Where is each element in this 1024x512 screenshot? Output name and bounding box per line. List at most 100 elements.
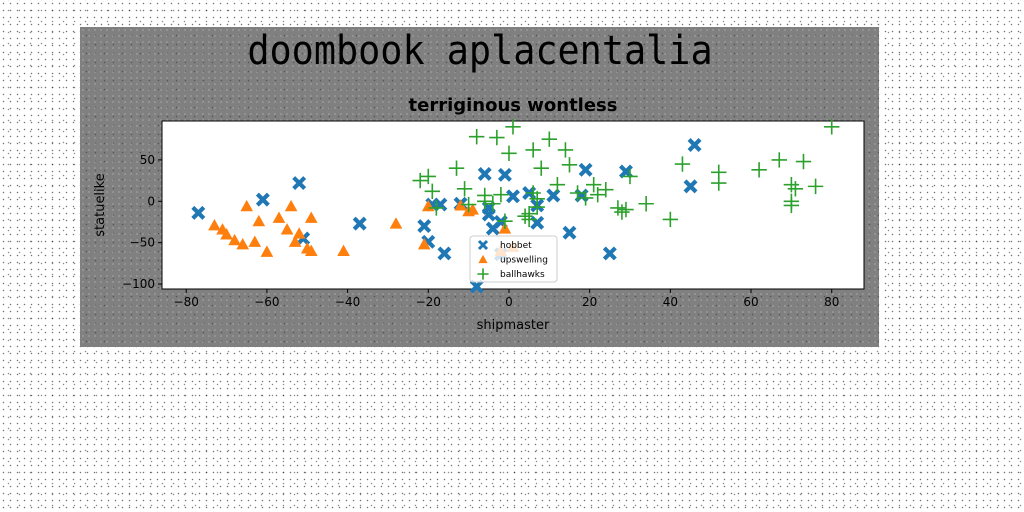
ballhawks-point [525, 142, 541, 158]
ballhawks-point [711, 175, 727, 191]
hobbet-point [578, 162, 593, 177]
legend-label-hobbet: hobbet [500, 241, 532, 251]
ballhawks-point [622, 168, 638, 185]
ballhawks-point [501, 145, 517, 161]
x-tick-label: −20 [416, 295, 441, 309]
ballhawks-point [577, 190, 594, 206]
upswelling-point [466, 203, 479, 215]
upswelling-point [288, 235, 302, 247]
upswelling-point [228, 233, 241, 246]
upswelling-point [454, 199, 467, 211]
upswelling-point [304, 211, 318, 223]
legend-label-upswelling: upswelling [500, 256, 548, 266]
hobbet-point [562, 225, 577, 240]
ballhawks-point [618, 201, 634, 218]
upswelling-point [292, 227, 306, 239]
legend-label-ballhawks: ballhawks [500, 270, 545, 280]
upswelling-point [236, 237, 250, 250]
hobbet-point [437, 246, 452, 261]
legend-marker-hobbet [477, 239, 489, 251]
ballhawks-point [771, 152, 787, 168]
x-tick-label: −60 [254, 295, 279, 309]
hobbet-point [292, 176, 307, 191]
x-tick-label: 20 [582, 295, 597, 309]
series-ballhawks [412, 119, 840, 229]
ballhawks-point [638, 196, 654, 212]
legend-marker-ballhawks [477, 268, 489, 280]
x-tick-label: 0 [505, 295, 513, 309]
ballhawks-point [614, 204, 630, 220]
ballhawks-point [428, 200, 445, 216]
ballhawks-point [460, 196, 477, 213]
upswelling-point [284, 199, 298, 212]
x-axis-title: shipmaster [477, 318, 550, 333]
ballhawks-point [448, 160, 465, 176]
ballhawks-point [783, 197, 800, 214]
y-tick-label: −50 [130, 236, 155, 250]
hobbet-point [477, 167, 492, 181]
legend-marker-upswelling [478, 254, 488, 264]
data-points [191, 119, 840, 294]
ballhawks-point [485, 196, 501, 212]
x-tick-label: 60 [743, 295, 758, 309]
ballhawks-point [420, 168, 436, 185]
upswelling-point [304, 244, 318, 256]
upswelling-point [337, 244, 350, 256]
upswelling-point [280, 223, 294, 235]
ballhawks-point [497, 213, 513, 229]
upswelling-point [240, 199, 254, 212]
hobbet-point [683, 179, 698, 194]
upswelling-point [389, 217, 403, 229]
hobbet-point [602, 246, 617, 261]
ballhawks-point [610, 200, 626, 216]
ballhawks-point [505, 119, 521, 135]
x-tick-label: −40 [335, 295, 360, 309]
hobbet-point [352, 216, 367, 231]
axis-ticks: −80 −60 −40 −20 0 20 40 60 80 −100 −50 0 50 [122, 153, 839, 309]
x-tick-label: 80 [824, 295, 839, 309]
ballhawks-point [489, 129, 505, 146]
ballhawks-point [585, 177, 602, 193]
ballhawks-point [549, 177, 566, 193]
ballhawks-point [795, 153, 812, 170]
ballhawks-point [412, 172, 428, 189]
ballhawks-point [477, 193, 493, 209]
ballhawks-point [598, 181, 614, 198]
upswelling-point [252, 214, 266, 227]
upswelling-point [272, 211, 286, 223]
hobbet-point [506, 189, 520, 204]
ballhawks-point [807, 178, 824, 195]
y-tick-label: 50 [140, 153, 155, 167]
legend-box [469, 235, 558, 283]
x-tick-label: −80 [174, 295, 199, 309]
upswelling-point [260, 245, 274, 257]
hobbet-point [191, 205, 206, 220]
upswelling-point [417, 237, 431, 250]
upswelling-point [248, 235, 262, 247]
ballhawks-point [424, 183, 441, 200]
figure-suptitle: doombook aplacentalia [247, 28, 713, 74]
legend: hobbet upswelling ballhawks [469, 235, 558, 283]
ballhawks-point [824, 119, 840, 135]
ballhawks-point [783, 177, 800, 193]
y-tick-label: −100 [122, 277, 155, 291]
y-tick-label: 0 [147, 194, 155, 208]
ballhawks-point [561, 157, 578, 173]
ballhawks-point [517, 208, 533, 224]
hobbet-point [687, 138, 702, 152]
hobbet-point [417, 219, 432, 234]
ballhawks-point [590, 186, 606, 203]
ballhawks-point [521, 211, 537, 228]
ballhawks-point [557, 142, 574, 158]
x-tick-label: 40 [663, 295, 678, 309]
ballhawks-point [529, 199, 545, 215]
ballhawks-point [468, 129, 485, 145]
hobbet-point [497, 167, 512, 182]
chart-title: terriginous wontless [409, 95, 618, 116]
ballhawks-point [541, 131, 558, 147]
ballhawks-point [787, 181, 804, 197]
ballhawks-point [662, 211, 679, 228]
y-axis-title: statuelike [93, 173, 108, 236]
ballhawks-point [569, 185, 586, 201]
